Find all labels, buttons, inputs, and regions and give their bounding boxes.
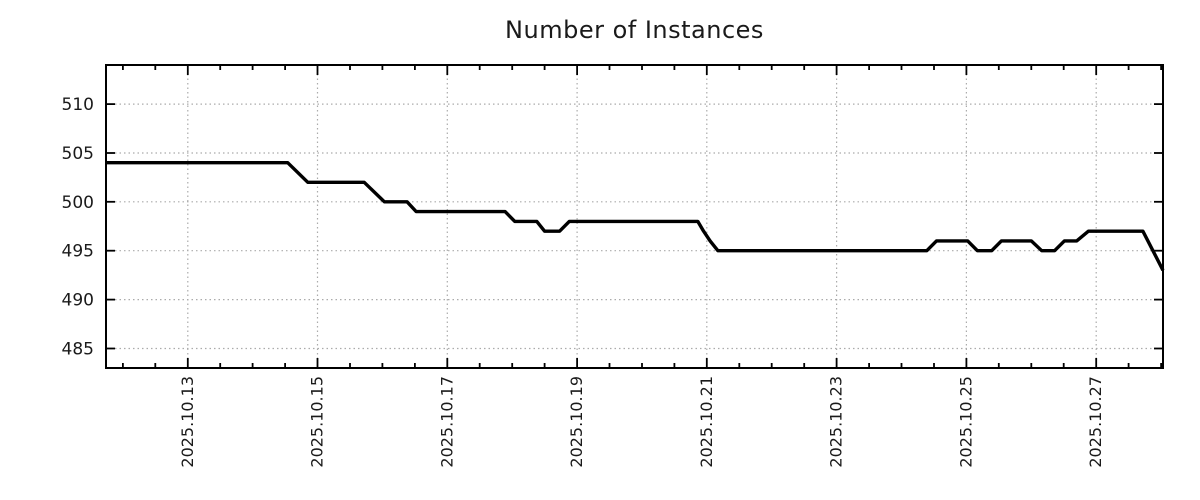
x-tick-label: 2025.10.19	[567, 376, 586, 468]
x-tick-label: 2025.10.25	[956, 376, 975, 468]
x-tick-label: 2025.10.27	[1086, 376, 1105, 468]
x-tick-label: 2025.10.17	[437, 376, 456, 468]
x-tick-label: 2025.10.23	[827, 376, 846, 468]
y-tick-label: 500	[62, 193, 94, 213]
x-tick-label: 2025.10.21	[697, 376, 716, 468]
y-tick-label: 505	[62, 144, 94, 164]
y-tick-label: 510	[62, 95, 94, 115]
y-tick-label: 490	[62, 291, 94, 311]
x-tick-label: 2025.10.13	[178, 376, 197, 468]
chart-title: Number of Instances	[505, 16, 764, 44]
y-tick-label: 485	[62, 340, 94, 360]
y-tick-label: 495	[62, 242, 94, 262]
instances-line-series	[106, 160, 1165, 272]
plot-border	[105, 64, 1164, 369]
x-tick-label: 2025.10.15	[308, 376, 327, 468]
